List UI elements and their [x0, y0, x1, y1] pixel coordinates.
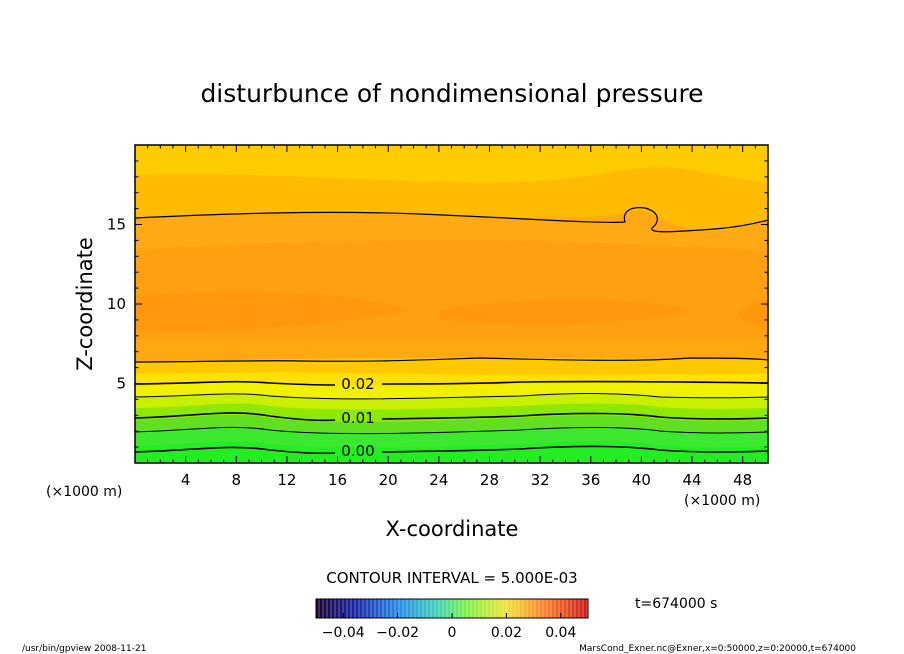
fill-orange-band-4: [440, 299, 690, 325]
x-tick-label: 24: [429, 471, 448, 489]
contour-label: 0.02: [341, 375, 374, 393]
x-unit-left: (×1000 m): [46, 484, 122, 500]
contour-fill: [135, 145, 768, 463]
contour-label-group: 0.02 0.01 0.00: [341, 375, 374, 460]
time-label: t=674000 s: [635, 596, 717, 612]
x-tick-label: 4: [181, 471, 191, 489]
contour-label: 0.01: [341, 409, 374, 427]
x-axis-label: X-coordinate: [386, 517, 519, 541]
x-tick-label: 40: [632, 471, 651, 489]
colorbar-tick-label: 0.04: [545, 625, 576, 641]
fill-orange-band-3: [135, 291, 410, 331]
contour-interval-label: CONTOUR INTERVAL = 5.000E-03: [326, 569, 577, 587]
footer-left: /usr/bin/gpview 2008-11-21: [22, 644, 146, 654]
contour-line-0005: [135, 426, 768, 435]
x-tick-label: 12: [277, 471, 296, 489]
fill-orange-band-5: [738, 300, 768, 328]
colorbar-ticks: −0.04 −0.02 0 0.02 0.04: [322, 613, 576, 641]
colorbar-tick-label: −0.02: [376, 625, 419, 641]
y-tick-label: 15: [107, 216, 126, 234]
x-axis: 4 8 12 16 20 24 28 32 36 40 44 48: [147, 145, 756, 489]
x-tick-label: 48: [733, 471, 752, 489]
chart-title: disturbunce of nondimensional pressure: [200, 79, 703, 108]
x-tick-label: 20: [379, 471, 398, 489]
contour-label: 0.00: [341, 442, 374, 460]
contour-line-000: [135, 445, 768, 455]
x-tick-label: 44: [682, 471, 701, 489]
x-tick-label: 8: [232, 471, 242, 489]
contour-line-mid: [135, 357, 768, 363]
x-tick-label: 32: [531, 471, 550, 489]
colorbar-gradient: [316, 599, 588, 618]
contour-lines: [135, 207, 768, 455]
x-tick-label: 28: [480, 471, 499, 489]
y-axis: 5 10 15: [107, 160, 768, 448]
contour-line-top: [135, 207, 768, 233]
footer-right: MarsCond_Exner.nc@Exner,x=0:50000,z=0:20…: [579, 644, 856, 654]
y-tick-label: 10: [107, 295, 126, 313]
colorbar: −0.04 −0.02 0 0.02 0.04: [315, 598, 589, 641]
x-unit-right: (×1000 m): [684, 493, 760, 509]
y-axis-label: Z-coordinate: [73, 237, 97, 371]
x-tick-label: 16: [328, 471, 347, 489]
contour-line-001: [135, 412, 768, 422]
colorbar-stripes: [318, 599, 588, 618]
colorbar-tick-label: 0.02: [491, 625, 522, 641]
contour-line-002: [135, 380, 768, 386]
y-tick-label: 5: [116, 375, 126, 393]
colorbar-tick-label: 0: [448, 625, 457, 641]
colorbar-tick-label: −0.04: [322, 625, 365, 641]
x-tick-label: 36: [581, 471, 600, 489]
contour-line-0015: [135, 392, 768, 400]
